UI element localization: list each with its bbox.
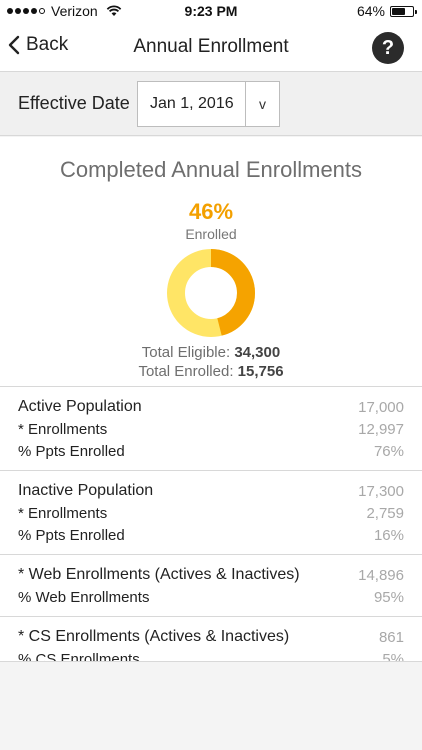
list-item: * Enrollments 2,759	[18, 502, 404, 524]
help-button[interactable]: ?	[372, 32, 404, 64]
back-button[interactable]: Back	[8, 34, 68, 56]
item-label: * Enrollments	[18, 420, 108, 438]
total-enrolled: Total Enrolled: 15,756	[0, 363, 422, 380]
item-label: Active Population	[18, 398, 142, 415]
empty-footer-area	[0, 661, 422, 750]
enrollment-donut-chart	[167, 249, 255, 337]
item-value: 861	[378, 628, 404, 646]
list-item: % Ppts Enrolled 16%	[18, 524, 404, 546]
donut-enrolled-segment	[167, 249, 255, 337]
back-label: Back	[26, 34, 69, 55]
effective-date-select[interactable]: Jan 1, 2016 v	[137, 81, 280, 127]
item-value: 17,300	[358, 482, 404, 500]
dropdown-arrow-icon[interactable]: v	[245, 82, 279, 126]
list-group: * CS Enrollments (Actives & Inactives) 8…	[0, 617, 422, 661]
wifi-icon	[106, 5, 121, 16]
item-value: 16%	[373, 526, 404, 544]
status-time: 9:23 PM	[184, 3, 238, 19]
item-value: 5%	[382, 650, 404, 662]
enrolled-percent: 46%	[188, 199, 234, 224]
battery-icon	[390, 5, 417, 17]
list-item: % Ppts Enrolled 76%	[18, 440, 404, 462]
item-label: % CS Enrollments	[18, 650, 140, 662]
list-item: Inactive Population 17,300	[18, 480, 404, 502]
enrollment-details-list: Active Population 17,000 * Enrollments 1…	[0, 387, 422, 661]
help-icon: ?	[381, 36, 395, 59]
list-group: Inactive Population 17,300 * Enrollments…	[0, 471, 422, 555]
enrollment-summary-card: Completed Annual Enrollments 46% Enrolle…	[0, 137, 422, 387]
item-label: % Ppts Enrolled	[18, 442, 125, 460]
total-enrolled-label: Total Enrolled:	[138, 363, 234, 380]
item-label: Inactive Population	[18, 482, 154, 499]
effective-date-value: Jan 1, 2016	[150, 95, 234, 112]
list-group: * Web Enrollments (Actives & Inactives) …	[0, 555, 422, 617]
battery-percent: 64%	[356, 3, 385, 19]
signal-carrier: Verizon	[7, 3, 122, 19]
battery-status: 64%	[356, 3, 417, 19]
item-label: % Ppts Enrolled	[18, 526, 125, 544]
item-label: * CS Enrollments (Actives & Inactives)	[18, 628, 290, 645]
effective-date-label: Effective Date	[18, 93, 130, 113]
page-title: Annual Enrollment	[133, 36, 289, 57]
item-value: 12,997	[358, 420, 404, 438]
list-item: * Enrollments 12,997	[18, 418, 404, 440]
list-item: % Web Enrollments 95%	[18, 586, 404, 608]
navigation-bar: Back Annual Enrollment ?	[0, 24, 422, 72]
carrier-name: Verizon	[51, 3, 98, 19]
summary-title: Completed Annual Enrollments	[59, 157, 363, 182]
list-item: * Web Enrollments (Actives & Inactives) …	[18, 564, 404, 586]
total-eligible-label: Total Eligible:	[141, 344, 231, 361]
enrolled-caption: Enrolled	[185, 226, 237, 242]
list-item: Active Population 17,000	[18, 396, 404, 418]
signal-strength-icon	[7, 8, 45, 14]
item-label: * Enrollments	[18, 504, 108, 522]
item-label: * Web Enrollments (Actives & Inactives)	[18, 566, 300, 583]
item-value: 2,759	[366, 504, 404, 522]
status-bar: Verizon 9:23 PM 64%	[0, 0, 422, 24]
item-value: 14,896	[358, 566, 404, 584]
item-label: % Web Enrollments	[18, 588, 150, 606]
item-value: 76%	[373, 442, 404, 460]
total-eligible-value: 34,300	[234, 344, 281, 361]
effective-date-row: Effective Date Jan 1, 2016 v	[0, 72, 422, 136]
total-enrolled-value: 15,756	[237, 363, 284, 380]
total-eligible: Total Eligible: 34,300	[0, 344, 422, 361]
list-item: % CS Enrollments 5%	[18, 648, 404, 662]
list-item: * CS Enrollments (Actives & Inactives) 8…	[18, 626, 404, 648]
chevron-left-icon	[8, 35, 20, 55]
item-value: 95%	[373, 588, 404, 606]
list-group: Active Population 17,000 * Enrollments 1…	[0, 387, 422, 471]
item-value: 17,000	[358, 398, 404, 416]
